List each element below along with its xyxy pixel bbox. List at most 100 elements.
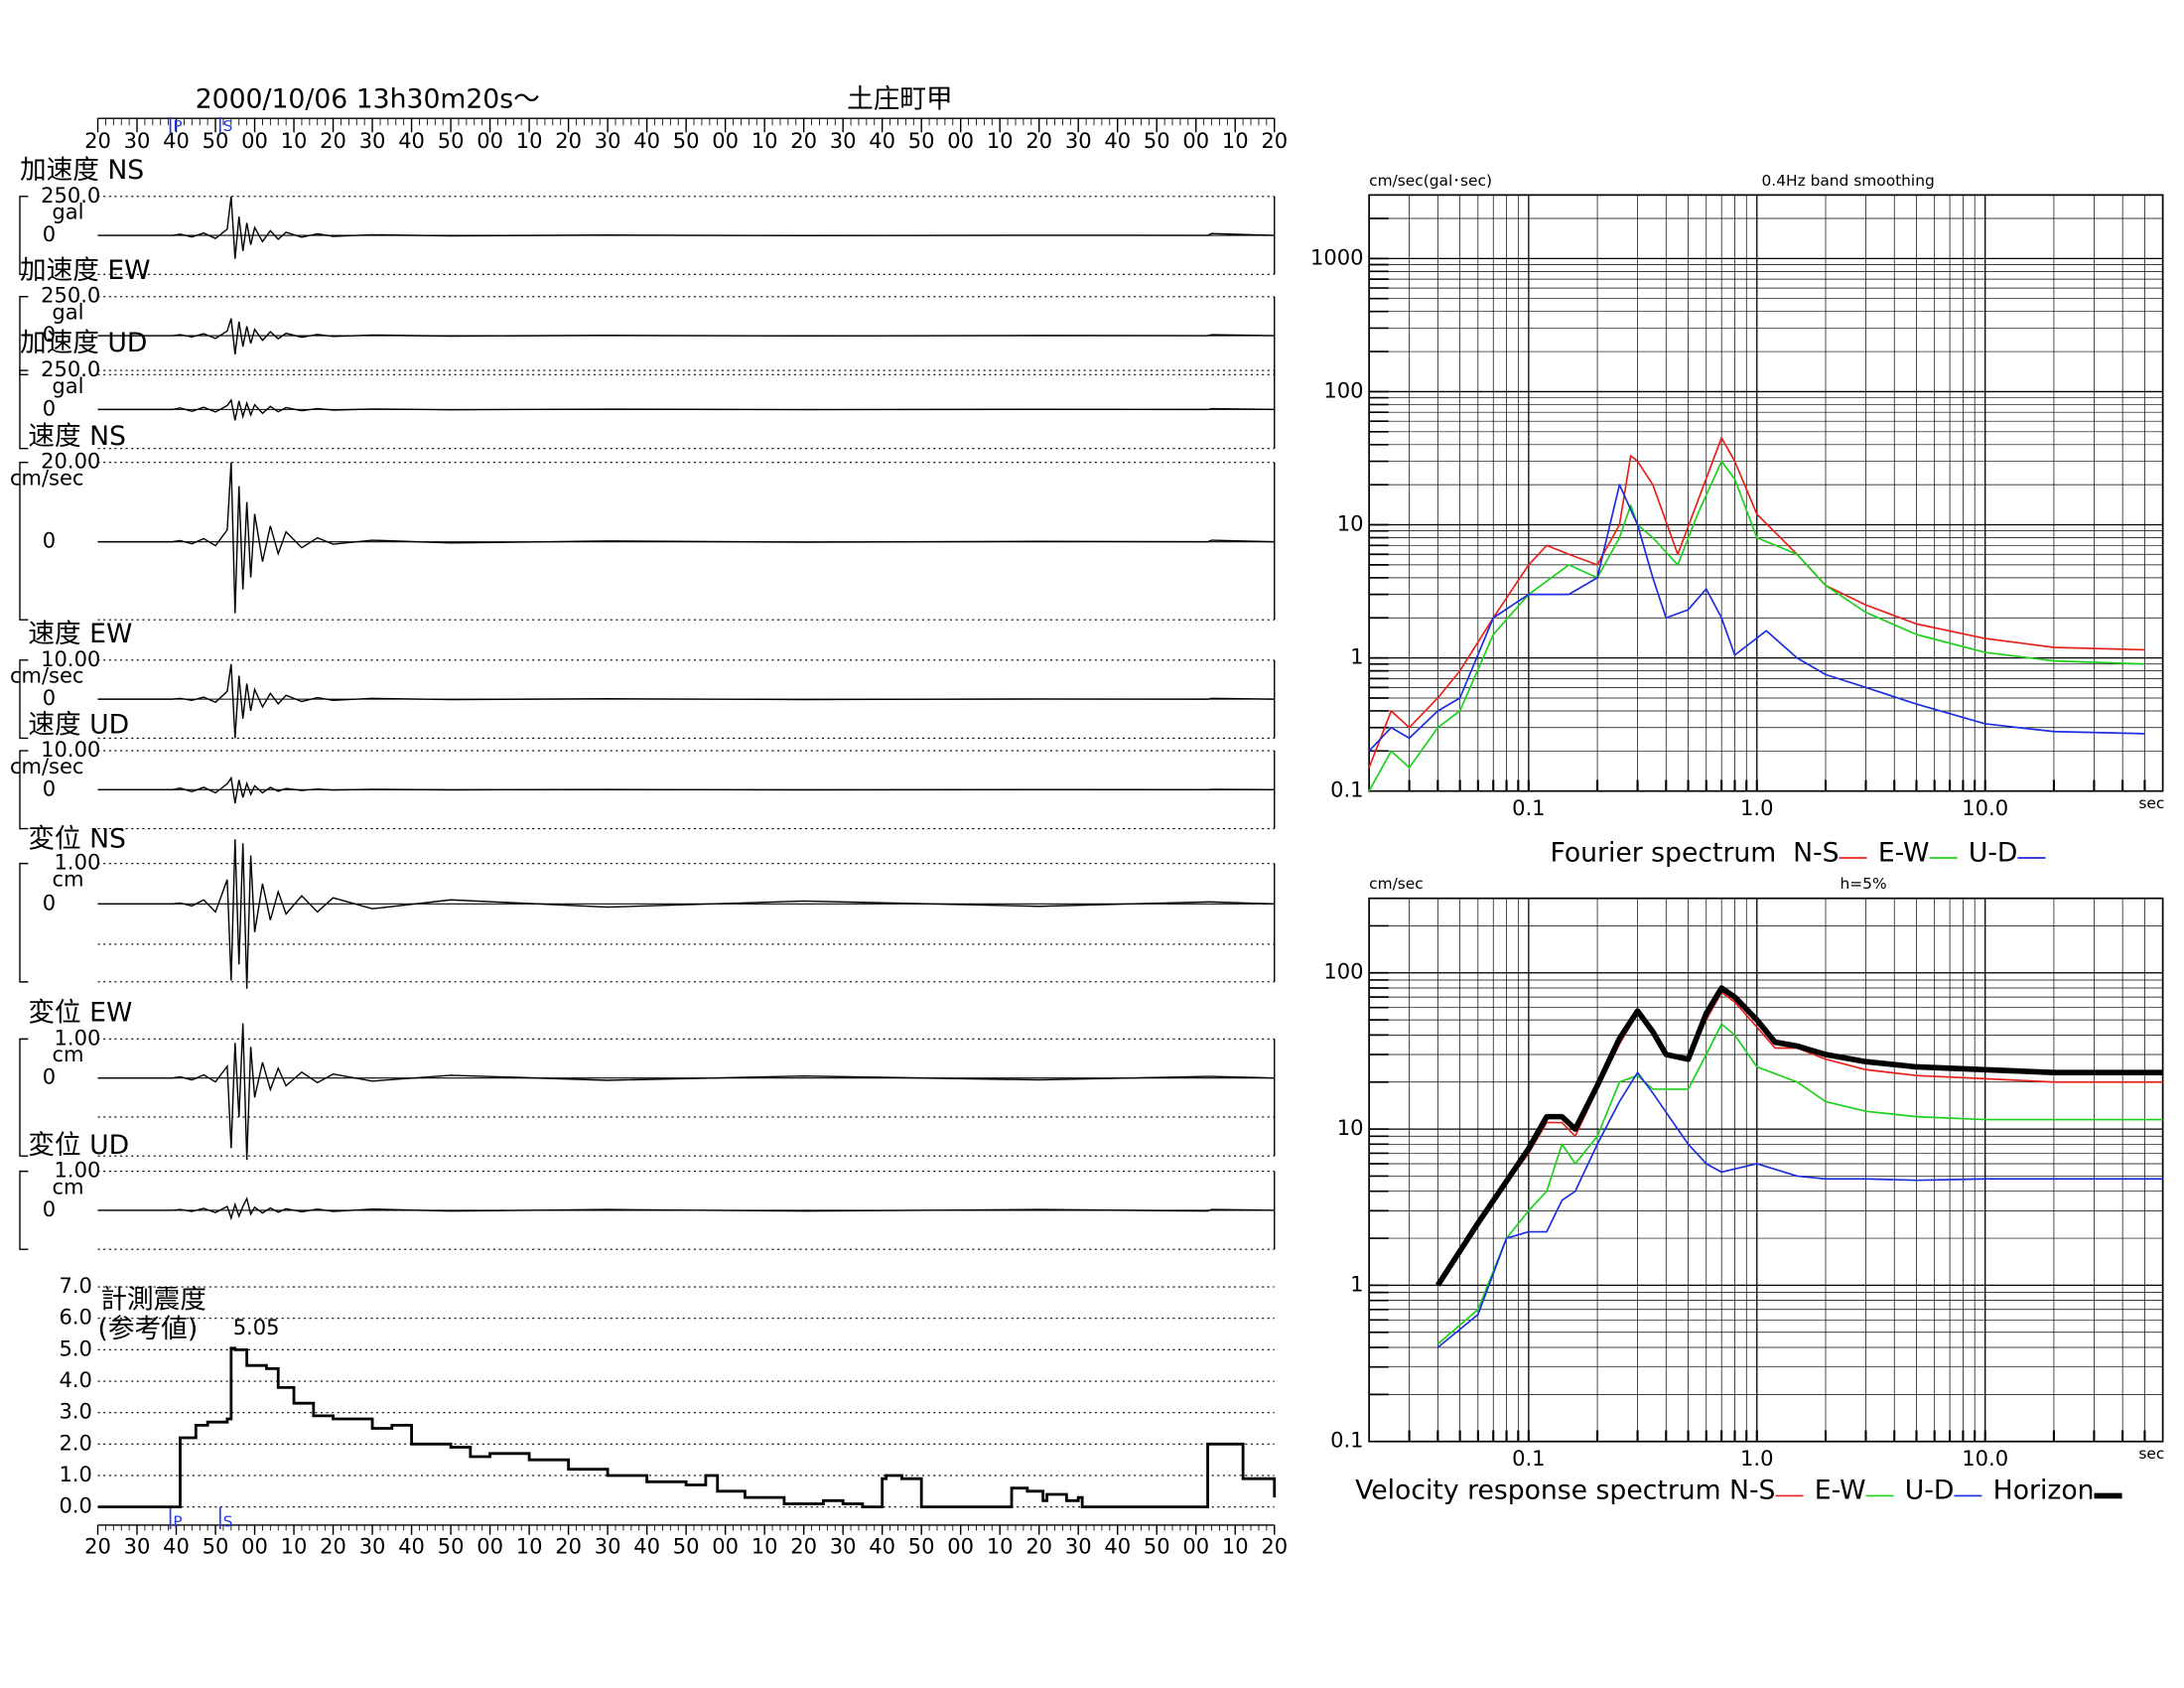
x-tick-label: 0.1: [1512, 1446, 1545, 1471]
unit-label: cm/sec: [10, 663, 84, 688]
x-tick-label: 20: [555, 1533, 582, 1558]
panel-title: 変位 EW: [28, 998, 132, 1029]
x-tick-label: 10: [281, 128, 308, 153]
x-tick-label: 50: [438, 128, 465, 153]
y-unit: cm/sec(gal･sec): [1369, 172, 1492, 190]
x-tick-label: 50: [1144, 128, 1170, 153]
x-tick-label: 20: [1261, 1533, 1288, 1558]
waveform: [97, 663, 1275, 739]
unit-label: cm: [52, 1174, 83, 1198]
x-tick-label: 20: [1261, 128, 1288, 153]
chart-title: 計測震度: [100, 1285, 206, 1316]
x-tick-label: 40: [869, 128, 895, 153]
y-tick-label: 10.00: [41, 646, 100, 671]
x-tick-label: 20: [790, 1533, 817, 1558]
x-tick-label: 10: [516, 128, 543, 153]
x-tick-label: 20: [84, 1533, 111, 1558]
x-tick-label: 10: [987, 1533, 1014, 1558]
y-tick-label: 0: [43, 1064, 56, 1089]
legend-label: N-S: [1729, 1476, 1775, 1506]
phase-label: P: [173, 1513, 182, 1531]
y-tick-label: 0: [43, 528, 56, 553]
y-tick-label: 2.0: [59, 1430, 91, 1455]
intensity-line: [97, 1346, 1277, 1509]
x-tick-label: 50: [908, 1533, 935, 1558]
peak-label: 5.05: [233, 1315, 280, 1339]
x-tick-label: 00: [947, 128, 974, 153]
y-tick-label: 10: [1337, 511, 1364, 536]
panel-bracket: [19, 862, 29, 983]
legend-label: Horizon: [1993, 1476, 2095, 1506]
note: 0.4Hz band smoothing: [1762, 172, 1935, 190]
y-tick-label: 250.0: [41, 183, 100, 208]
waveform: [97, 318, 1275, 354]
x-tick-label: 40: [398, 1533, 425, 1558]
x-tick-label: 00: [1182, 1533, 1209, 1558]
x-tick-label: 10: [751, 128, 778, 153]
x-tick-label: 20: [790, 128, 817, 153]
x-tick-label: 40: [633, 128, 660, 153]
panel-title: 変位 UD: [28, 1130, 129, 1161]
y-tick-label: 0: [43, 775, 56, 800]
y-tick-label: 0: [43, 685, 56, 710]
legend-label: E-W: [1815, 1476, 1866, 1506]
panel-bracket: [19, 461, 29, 621]
x-tick-label: 30: [830, 128, 857, 153]
y-tick-label: 0.0: [59, 1493, 91, 1518]
waveform: [97, 398, 1275, 421]
y-tick-label: 1: [1350, 644, 1363, 669]
waveform: [97, 839, 1275, 989]
y-tick-label: 3.0: [59, 1399, 91, 1424]
panel-bracket: [19, 750, 29, 830]
x-tick-label: 30: [595, 128, 621, 153]
y-tick-label: 0: [43, 1196, 56, 1221]
unit-label: gal: [52, 373, 83, 398]
y-tick-label: 6.0: [59, 1305, 91, 1330]
x-tick-label: 1.0: [1740, 1446, 1773, 1471]
waveform: [97, 1196, 1275, 1221]
y-tick-label: 100: [1323, 377, 1363, 402]
legend-label: U-D: [1905, 1476, 1955, 1506]
x-tick-label: 10.0: [1962, 1446, 2008, 1471]
waveform: [97, 462, 1275, 614]
spectrum-line: [1434, 985, 2163, 1287]
x-tick-label: 0.1: [1512, 795, 1545, 820]
panel-bracket: [19, 196, 29, 276]
unit-label: cm/sec: [10, 754, 84, 778]
spectrum-line: [1368, 460, 2145, 792]
x-tick-label: 00: [241, 128, 268, 153]
x-tick-label: 50: [203, 128, 229, 153]
x-tick-label: 40: [633, 1533, 660, 1558]
y-tick-label: 0.1: [1330, 1428, 1363, 1453]
unit-label: cm: [52, 866, 83, 891]
x-tick-label: 40: [1104, 1533, 1131, 1558]
x-tick-label: 10: [281, 1533, 308, 1558]
panel-title: 加速度 UD: [20, 328, 147, 358]
x-tick-label: 30: [359, 128, 386, 153]
y-tick-label: 0: [43, 395, 56, 420]
x-tick-label: 30: [830, 1533, 857, 1558]
station: 土庄町甲: [847, 83, 953, 114]
x-tick-label: 40: [163, 1533, 190, 1558]
spectrum-line: [1436, 1071, 2163, 1348]
phase-label: P: [173, 117, 182, 135]
panel-title: 速度 NS: [28, 421, 126, 452]
x-tick-label: 00: [241, 1533, 268, 1558]
panel-title: 変位 NS: [28, 823, 126, 854]
x-tick-label: 50: [673, 128, 700, 153]
x-tick-label: 00: [712, 1533, 739, 1558]
plot-frame: [1368, 194, 2164, 792]
x-tick-label: 20: [1025, 1533, 1052, 1558]
x-tick-label: 40: [1104, 128, 1131, 153]
y-tick-label: 0: [43, 322, 56, 347]
x-unit: sec: [2138, 794, 2164, 812]
y-tick-label: 1.0: [59, 1462, 91, 1486]
legend-title: Fourier spectrum: [1550, 837, 1776, 868]
x-tick-label: 20: [1025, 128, 1052, 153]
y-tick-label: 250.0: [41, 283, 100, 308]
y-tick-label: 5.0: [59, 1336, 91, 1360]
phase-label: S: [223, 1513, 233, 1531]
x-tick-label: 10: [751, 1533, 778, 1558]
x-tick-label: 30: [124, 1533, 151, 1558]
